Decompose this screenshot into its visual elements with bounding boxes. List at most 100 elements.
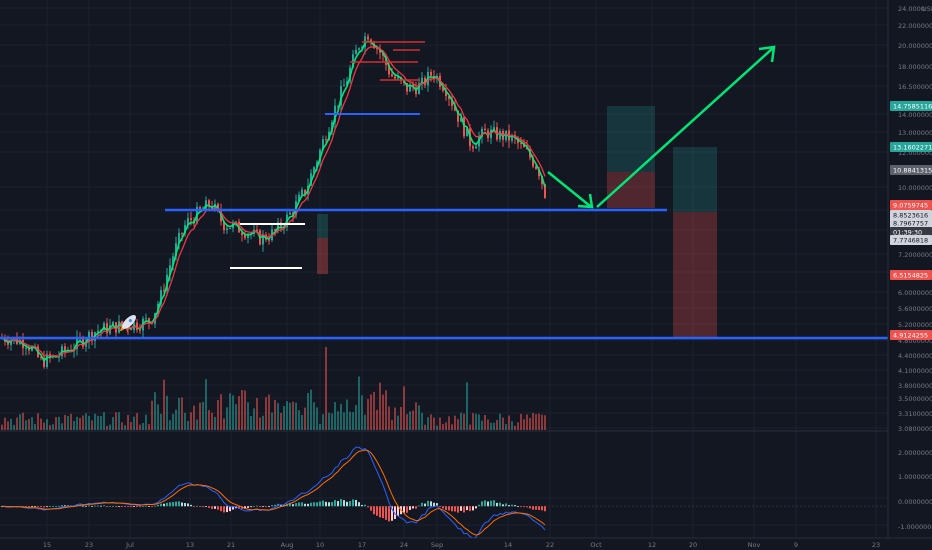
volume-bar (127, 414, 129, 430)
volume-bar (298, 410, 300, 430)
volume-bar (211, 412, 213, 430)
macd-price-axis[interactable]: 2.0000000 1.0000000 0.0000000 -1.0000000 (898, 449, 932, 531)
volume-bar (271, 412, 273, 430)
volume-bar (304, 407, 306, 430)
volume-bar (367, 399, 369, 430)
macd-histogram-bar (118, 506, 120, 508)
price-badge (890, 227, 932, 237)
macd-histogram-bar (382, 506, 384, 519)
macd-histogram-bar (331, 501, 333, 507)
candle-body (391, 74, 393, 77)
macd-histogram-bar (514, 505, 516, 507)
macd-histogram-bar (274, 504, 276, 507)
candle-body (112, 322, 114, 326)
macd-histogram-bar (457, 506, 459, 513)
macd-histogram-bar (307, 503, 309, 507)
macd-histogram-bar (229, 506, 231, 512)
candle-body (343, 85, 345, 87)
time-tick-label: 21 (227, 541, 235, 549)
time-tick-label: 13 (186, 541, 194, 549)
volume-bar (328, 412, 330, 430)
volume-bar (322, 414, 324, 430)
candle-body (82, 338, 84, 347)
volume-bar (247, 402, 249, 430)
small-position-profit-zone[interactable] (317, 214, 328, 238)
macd-histogram-bar (208, 506, 210, 508)
candle-body (43, 357, 45, 367)
volume-bar (478, 414, 480, 430)
volume-bar (97, 415, 99, 430)
macd-histogram-bar (484, 500, 486, 507)
rocket-fin-shape (117, 322, 124, 325)
volume-bar (40, 418, 42, 430)
time-axis[interactable]: 15 23 Jul 13 21 Aug 10 17 24 Sep 14 22 Oct 12 20 Nov 9 23 (0, 537, 932, 550)
time-tick-label: 9 (794, 541, 798, 549)
volume-bar (259, 417, 261, 430)
volume-bar (172, 413, 174, 430)
macd-histogram-bar (181, 502, 183, 507)
volume-bar (352, 412, 354, 430)
macd-histogram-bar (46, 506, 48, 508)
candle-body (457, 110, 459, 122)
candle-body (64, 346, 66, 352)
price-axis[interactable]: 24.0000 22.0000000 20.0000000 18.0000000 16.… (887, 0, 932, 538)
macd-histogram-bar (454, 506, 456, 512)
volume-bar (49, 425, 51, 430)
volume-bar (181, 397, 183, 430)
volume-bar (502, 417, 504, 430)
volume-bar (493, 422, 495, 430)
candle-body (541, 176, 543, 185)
candle-body (247, 234, 249, 238)
macd-histogram-bar (340, 499, 342, 507)
volume-bar (376, 409, 378, 430)
drawings[interactable] (0, 41, 932, 340)
volume-bar (511, 421, 513, 430)
volume-bar (283, 406, 285, 430)
volume-bar (385, 390, 387, 430)
macd-histogram-bar (55, 505, 57, 507)
arrowhead-icon[interactable] (758, 45, 776, 63)
volume-bar (238, 396, 240, 430)
volume-bar (133, 416, 135, 430)
time-tick-label: 23 (85, 541, 93, 549)
macd-histogram-bar (313, 502, 315, 507)
time-tick-label: Oct (590, 541, 602, 549)
rocket-body-shape (122, 315, 136, 329)
macd-histogram-bar (361, 504, 363, 507)
macd-histogram-bar (478, 504, 480, 507)
short-position-profit-zone[interactable] (673, 147, 717, 212)
price-badge (890, 330, 932, 340)
volume-bar (145, 414, 147, 430)
candle-body (460, 117, 462, 122)
volume-bar (436, 425, 438, 430)
macd-histogram-bar (499, 502, 501, 507)
volume-bar (208, 410, 210, 430)
volume-bar (406, 414, 408, 430)
arrowhead-icon[interactable] (577, 193, 594, 209)
candle-body (397, 77, 399, 79)
macd-histogram-bar (40, 506, 42, 508)
short-position-stop-zone[interactable] (673, 212, 717, 338)
candle-body (190, 218, 192, 221)
candle-body (313, 167, 315, 174)
candle-body (226, 228, 228, 231)
candle-body (31, 347, 33, 351)
small-position-stop-zone[interactable] (317, 238, 328, 274)
volume-bar (334, 402, 336, 430)
volume-bar (103, 412, 105, 430)
price-tick-label: 4.1000000 (898, 367, 932, 375)
macd-histogram-bar (112, 505, 114, 507)
projection-up-arrow[interactable] (596, 47, 774, 208)
price-tick-label: 3.0800000 (898, 425, 932, 433)
time-tick-label: Nov (748, 541, 761, 549)
time-axis-background (0, 538, 932, 550)
macd-histogram-bar (196, 505, 198, 507)
price-badge (890, 200, 932, 210)
volume-bar (229, 393, 231, 430)
volume-bar (175, 409, 177, 430)
price-tick-label: 13.0000000 (898, 129, 932, 137)
volume-bar (466, 382, 468, 430)
projection-down-arrow[interactable] (547, 171, 591, 207)
price-badge (890, 142, 932, 152)
